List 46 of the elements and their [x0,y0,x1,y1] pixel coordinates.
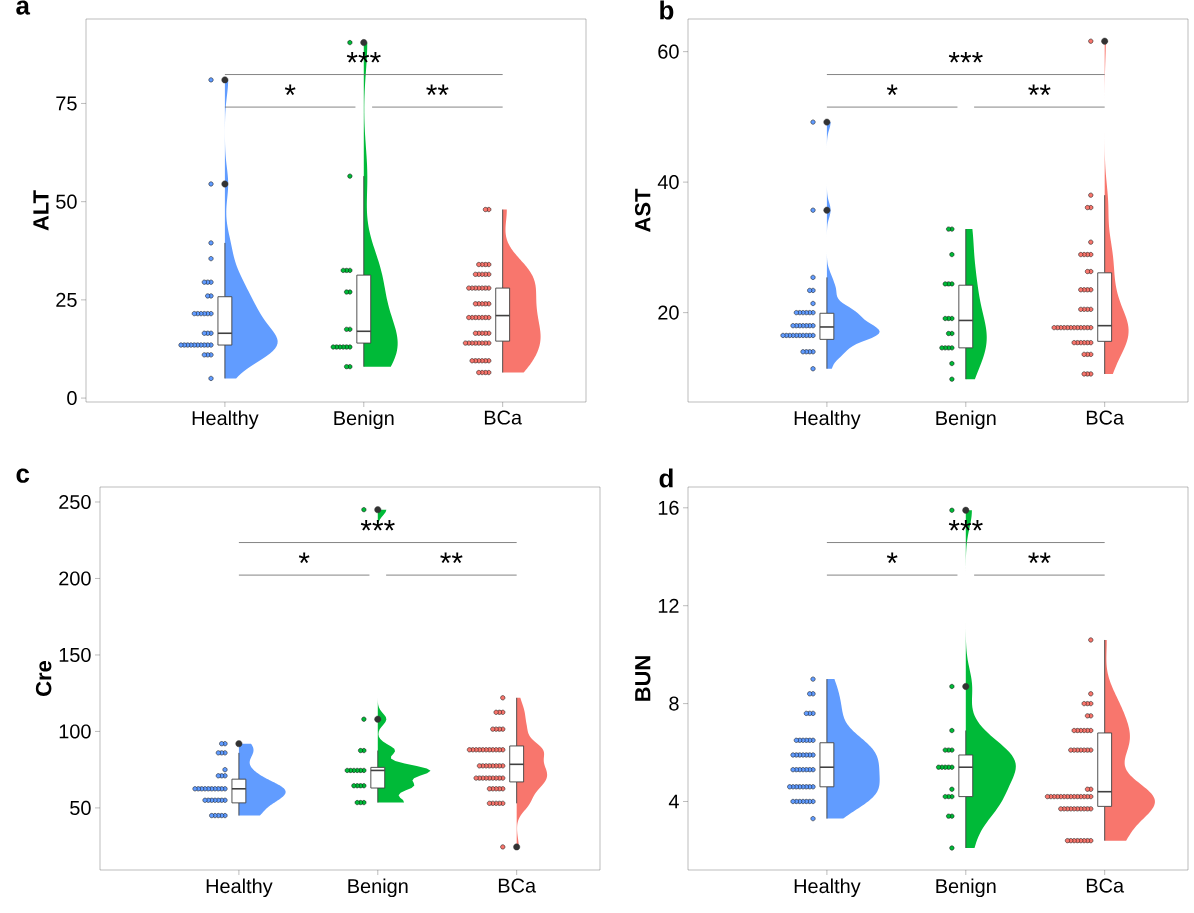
y-axis-title: AST [634,188,651,232]
chart-title: a [16,0,31,15]
x-tick-label: BCa [1086,410,1125,425]
y-axis-title: ALT [33,190,49,231]
x-tick-label: Healthy [794,410,861,430]
annotation: ** [1028,84,1051,96]
y-axis-title: BUN [635,656,651,701]
y-tick-label: 100 [59,724,91,739]
annotation: *** [948,51,983,63]
x-tick-label: BCa [498,878,537,893]
annotation: ** [426,84,449,96]
chart-title: b [660,0,674,20]
x-tick-label: Healthy [794,878,861,898]
x-tick-label: Benign [334,410,394,430]
y-tick-label: 250 [59,494,91,510]
annotation: * [886,552,898,564]
annotation: *** [360,519,395,531]
y-tick-label: 40 [657,175,679,190]
annotation: ** [440,552,463,564]
annotation: * [284,84,296,96]
y-tick-label: 50 [70,800,91,815]
chart-title: d [659,468,673,488]
y-tick-label: 50 [56,194,77,209]
chart-title: c [16,468,30,483]
x-tick-label: BCa [484,410,523,425]
y-tick-label: 8 [669,696,679,711]
x-tick-label: Healthy [192,410,259,430]
annotation: * [298,552,310,564]
y-axis-title: Cre [35,661,52,696]
y-tick-label: 20 [658,305,679,320]
x-tick-label: Healthy [206,878,273,898]
annotation: ** [1028,552,1051,564]
x-tick-label: Benign [936,878,996,898]
y-tick-label: 75 [56,96,77,111]
y-tick-label: 16 [658,500,679,515]
y-tick-label: 12 [658,598,679,613]
y-tick-label: 0 [67,391,77,406]
x-tick-label: Benign [936,410,996,430]
y-tick-label: 60 [658,44,679,59]
x-tick-label: Benign [348,878,408,898]
x-tick-label: BCa [1086,878,1125,893]
y-tick-label: 25 [56,292,77,307]
y-tick-label: 150 [59,647,91,662]
y-tick-label: 4 [668,794,679,809]
y-tick-label: 200 [59,571,91,586]
annotation: * [886,84,898,96]
